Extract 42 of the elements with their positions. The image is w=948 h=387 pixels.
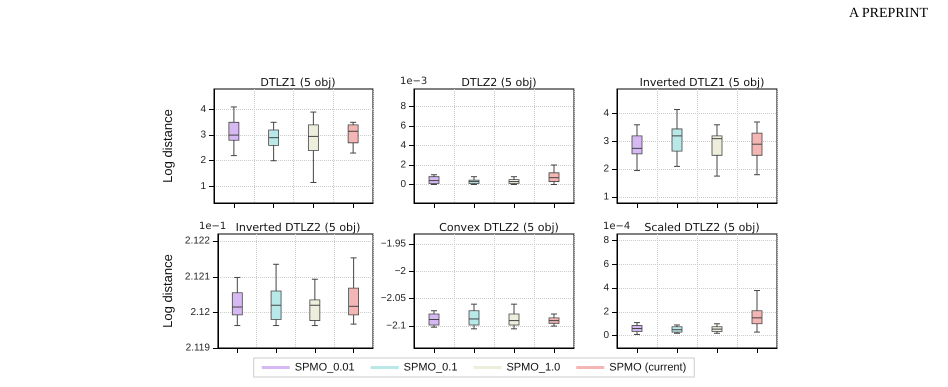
y-tick-label: −2.05 bbox=[380, 293, 406, 304]
text: 1e−1 bbox=[199, 221, 226, 232]
y-tick-label: 4 bbox=[603, 108, 610, 120]
y-tick-label: 2.12 bbox=[190, 306, 210, 318]
y-axis-title: Log distance bbox=[160, 109, 175, 183]
y-tick-label: 2 bbox=[200, 155, 206, 166]
chart-title: DTLZ2 (5 obj) bbox=[461, 76, 537, 89]
text: 1e−4 bbox=[603, 221, 630, 232]
legend-label: SPMO_0.1 bbox=[404, 362, 458, 374]
y-tick-label: −1.95 bbox=[380, 238, 406, 250]
y-tick-label: −2 bbox=[394, 266, 406, 277]
y-tick-label: 2.121 bbox=[184, 271, 210, 282]
y-tick-label: 2.122 bbox=[184, 236, 210, 247]
y-tick-label: 3 bbox=[200, 130, 206, 141]
y-tick-label: −2.1 bbox=[386, 320, 406, 332]
y-tick-label: 0 bbox=[400, 178, 406, 190]
chart-title: DTLZ1 (5 obj) bbox=[260, 76, 336, 89]
legend-label: SPMO (current) bbox=[609, 362, 686, 374]
y-tick-label: 2 bbox=[603, 306, 610, 318]
y-tick-label: 4 bbox=[400, 140, 406, 152]
legend-label: SPMO_0.01 bbox=[294, 362, 355, 374]
text: A PREPRINT bbox=[849, 6, 928, 22]
y-tick-label: 3 bbox=[603, 136, 610, 147]
y-tick-label: 4 bbox=[200, 104, 206, 115]
chart-title: Convex DTLZ2 (5 obj) bbox=[439, 221, 559, 234]
chart-title: Inverted DTLZ2 (5 obj) bbox=[236, 221, 360, 234]
y-tick-label: 2 bbox=[400, 160, 406, 170]
y-tick-label: 2 bbox=[603, 164, 610, 175]
y-tick-label: 6 bbox=[400, 120, 406, 132]
y-tick-label: 6 bbox=[603, 258, 610, 270]
y-tick-label: 0 bbox=[603, 330, 610, 342]
y-tick-label: 1 bbox=[603, 191, 610, 202]
y-tick-label: 1 bbox=[200, 180, 206, 192]
text: 1e−3 bbox=[400, 76, 428, 87]
y-axis-title: Log distance bbox=[160, 254, 175, 328]
y-tick-label: 8 bbox=[400, 101, 406, 112]
y-tick-label: 2.119 bbox=[186, 342, 210, 354]
legend-label: SPMO_1.0 bbox=[506, 362, 560, 374]
y-tick-label: 4 bbox=[603, 282, 610, 294]
chart-title: Inverted DTLZ1 (5 obj) bbox=[640, 76, 764, 89]
y-tick-label: 8 bbox=[603, 235, 610, 246]
chart-title: Scaled DTLZ2 (5 obj) bbox=[644, 221, 760, 234]
